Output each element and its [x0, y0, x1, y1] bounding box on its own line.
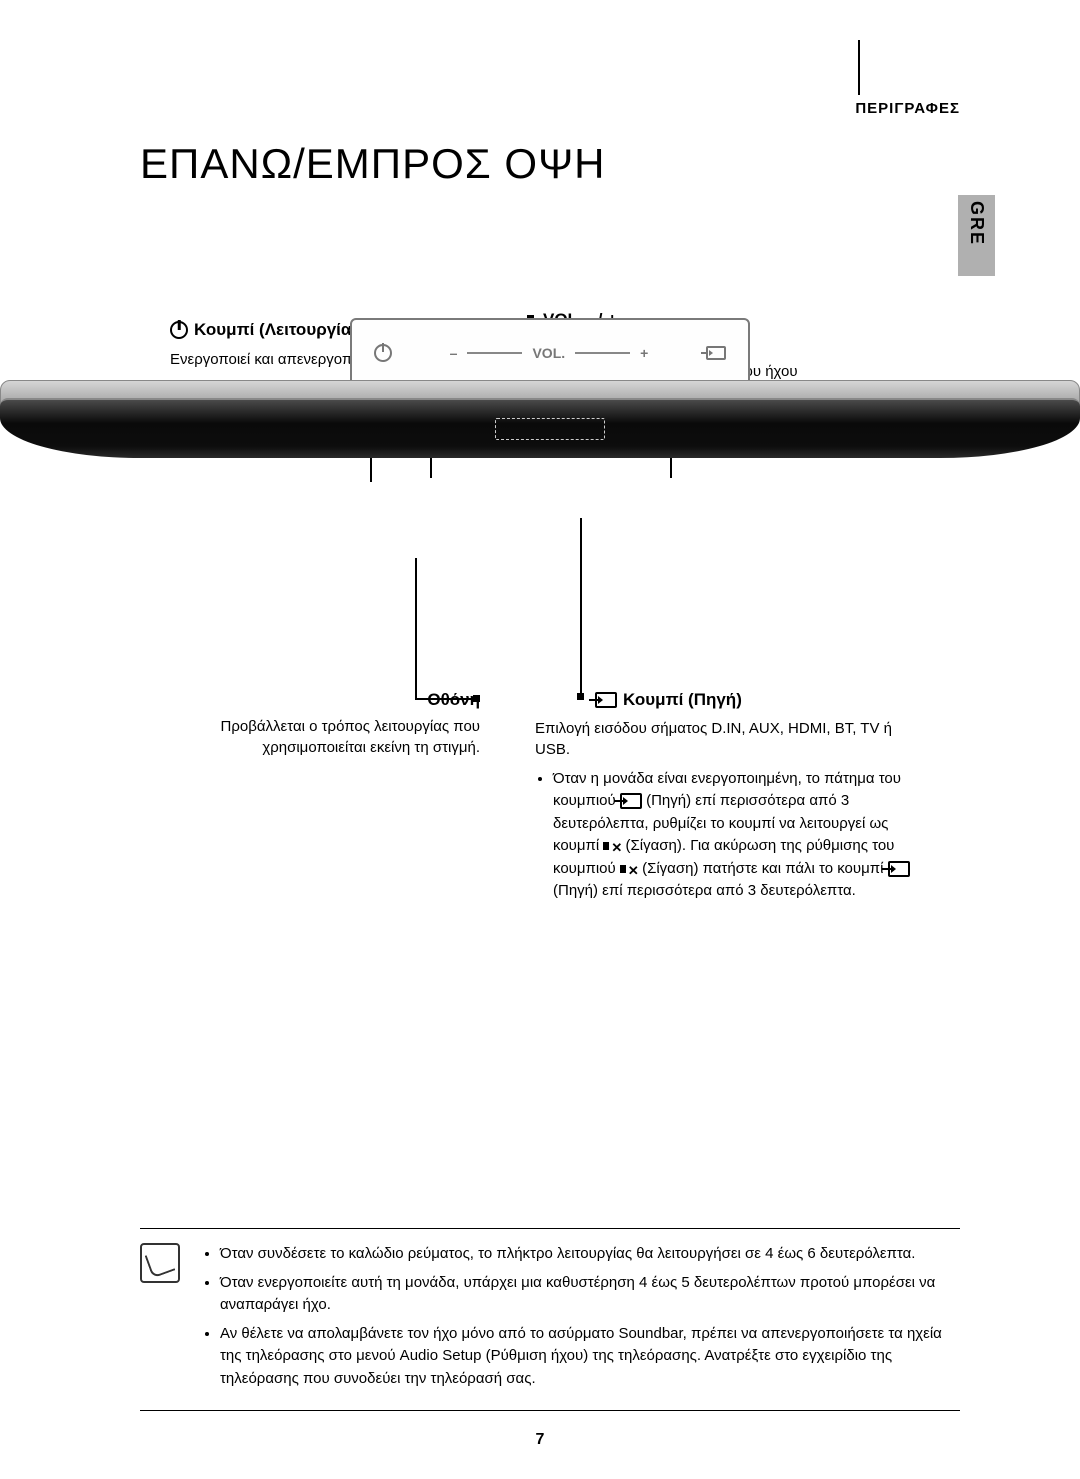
mute-icon [620, 862, 638, 876]
source-bullet: Όταν η μονάδα είναι ενεργοποιημένη, το π… [553, 768, 915, 903]
page-number: 7 [536, 1431, 545, 1449]
vol-minus: – [450, 345, 458, 361]
soundbar-illustration: – VOL. + [140, 318, 960, 488]
display-heading: Οθόνη [427, 688, 480, 712]
callout-display: Οθόνη Προβάλλεται ο τρόπος λειτουργίας π… [180, 688, 480, 758]
front-display [495, 418, 605, 440]
leader-line [580, 518, 582, 693]
callout-source: Κουμπί (Πηγή) Επιλογή εισόδου σήματος D.… [535, 688, 915, 905]
panel-source-icon [706, 346, 726, 360]
source-icon [595, 692, 617, 708]
note-item: Αν θέλετε να απολαμβάνετε τον ήχο μόνο α… [220, 1323, 960, 1391]
notes-box: Όταν συνδέσετε το καλώδιο ρεύματος, το π… [140, 1228, 960, 1411]
vol-plus: + [640, 345, 648, 361]
language-tab: GRE [958, 195, 995, 276]
leader-line [415, 558, 417, 698]
page-title: ΕΠΑΝΩ/ΕΜΠΡΟΣ ΟΨΗ [140, 140, 960, 188]
note-item: Όταν συνδέσετε το καλώδιο ρεύματος, το π… [220, 1243, 960, 1266]
source-desc: Επιλογή εισόδου σήματος D.IN, AUX, HDMI,… [535, 718, 915, 760]
source-icon [620, 793, 642, 809]
note-icon [140, 1243, 180, 1283]
header-divider [858, 40, 860, 95]
source-heading: Κουμπί (Πηγή) [623, 688, 742, 712]
panel-vol-label: VOL. [532, 345, 565, 361]
note-item: Όταν ενεργοποιείτε αυτή τη μονάδα, υπάρχ… [220, 1272, 960, 1317]
mute-icon [603, 839, 621, 853]
section-label: ΠΕΡΙΓΡΑΦΕΣ [855, 100, 960, 117]
source-icon [888, 861, 910, 877]
display-desc: Προβάλλεται ο τρόπος λειτουργίας που χρη… [180, 716, 480, 758]
panel-power-icon [374, 344, 392, 362]
callout-area: Κουμπί (Λειτουργίας) Ενεργοποιεί και απε… [140, 318, 960, 1188]
control-panel: – VOL. + [350, 318, 750, 388]
